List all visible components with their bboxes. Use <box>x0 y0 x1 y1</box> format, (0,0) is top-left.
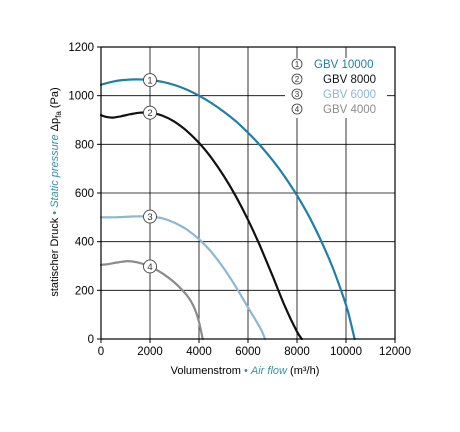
legend-marker-circle <box>291 73 303 85</box>
x-axis-label: Volumenstrom • Air flow (m³/h) <box>171 365 320 377</box>
y-tick-label: 0 <box>88 334 94 346</box>
curve-marker-label: 4 <box>147 262 152 273</box>
legend-entry-1: 1 GBV 10000 <box>291 58 373 71</box>
x-axis-label-german: Volumenstrom <box>171 365 241 377</box>
curve-marker-circle <box>143 73 157 88</box>
x-tick-label: 4000 <box>186 346 212 358</box>
curve-marker-circle <box>143 259 157 274</box>
y-tick-label: 400 <box>75 237 94 249</box>
x-axis-label-unit: (m³/h) <box>287 365 319 377</box>
x-tick-label: 6000 <box>235 346 261 358</box>
x-tick-label: 12000 <box>379 346 411 358</box>
x-axis-label-english: Air flow <box>250 365 288 377</box>
legend-marker-label: 4 <box>295 105 300 114</box>
y-axis-label: statischer Druck • Static pressure Δpfa … <box>49 87 63 296</box>
series-line-gbv-8000 <box>99 111 303 341</box>
legend-marker-circle <box>291 88 303 100</box>
legend-entry-2: 2 GBV 8000 <box>291 73 376 86</box>
x-tick-label: 10000 <box>330 346 362 358</box>
legend-label-gbv-6000: GBV 6000 <box>323 89 376 101</box>
curve-marker-label: 1 <box>147 76 152 87</box>
plot-frame <box>100 46 396 340</box>
y-tick-label: 1200 <box>68 42 94 54</box>
legend-marker-label: 1 <box>295 60 300 69</box>
x-tick-label: 0 <box>98 346 104 358</box>
axes: 0 2000 4000 6000 8000 10000 12000 0 200 400 600 800… <box>68 42 411 358</box>
curve-marker-label: 2 <box>147 108 152 119</box>
y-axis-label-english: Static pressure <box>49 134 61 207</box>
series-line-gbv-6000 <box>99 215 267 341</box>
legend-label-gbv-4000: GBV 4000 <box>323 104 376 116</box>
y-tick-label: 1000 <box>68 91 94 103</box>
legend-marker-circle <box>291 103 303 115</box>
y-tick-label: 600 <box>75 188 94 200</box>
legend-label-gbv-8000: GBV 8000 <box>323 74 376 86</box>
legend-entry-3: 3 GBV 6000 <box>291 88 376 101</box>
x-axis-label-separator: • <box>241 365 251 377</box>
y-axis-label-subscript: fa <box>54 111 63 118</box>
legend-entry-4: 4 GBV 4000 <box>291 103 376 116</box>
legend-label-gbv-10000: GBV 10000 <box>314 59 373 71</box>
y-tick-label: 200 <box>75 285 94 297</box>
y-axis-label-symbol: Δp <box>49 118 61 135</box>
x-tick-label: 8000 <box>284 346 310 358</box>
curve-marker-circle <box>143 105 157 120</box>
series-curves <box>99 78 356 341</box>
legend-marker-circle <box>291 58 303 70</box>
legend-marker-label: 2 <box>295 75 300 84</box>
curve-marker-circle <box>143 209 157 224</box>
legend-marker-label: 3 <box>295 90 300 99</box>
y-tick-label: 800 <box>75 139 94 151</box>
curve-marker-label: 3 <box>147 212 152 223</box>
legend: 1 GBV 10000 2 GBV 8000 3 GBV 6000 4 GBV … <box>285 58 387 118</box>
y-axis-label-unit: (Pa) <box>49 87 61 111</box>
x-tick-label: 2000 <box>137 346 163 358</box>
y-axis-label-separator: • <box>49 208 61 218</box>
series-line-gbv-10000 <box>99 78 356 341</box>
y-axis-label-german: statischer Druck <box>49 217 61 296</box>
curve-markers: 1 2 3 4 <box>143 73 157 274</box>
